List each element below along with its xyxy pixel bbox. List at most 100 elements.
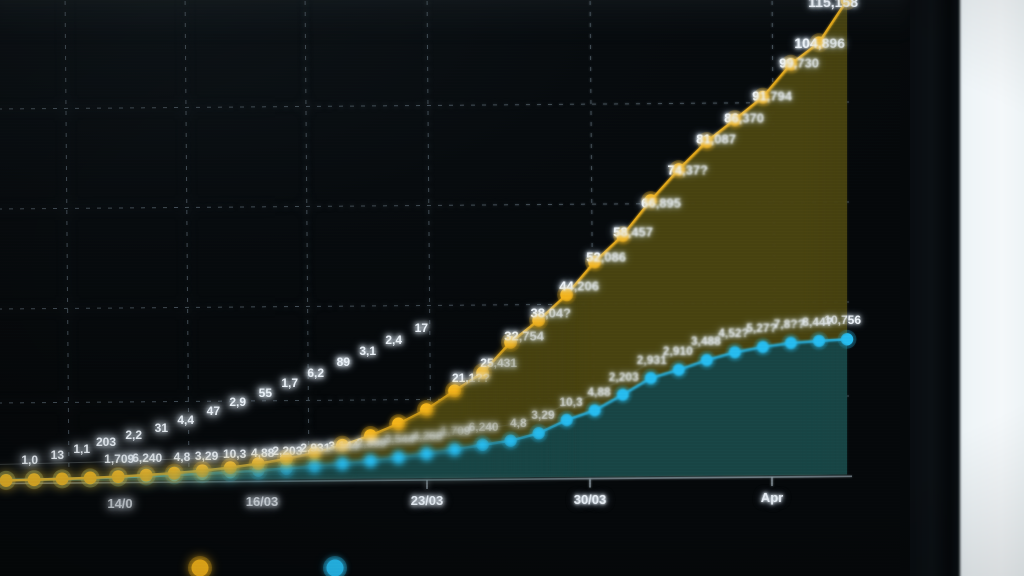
secondary-data-label: 2,203	[272, 443, 303, 458]
x-axis-tick-label: 23/03	[410, 492, 444, 508]
secondary-data-label: 55	[258, 385, 272, 400]
secondary-data-label: 3,488	[690, 334, 721, 349]
secondary-data-label: 47	[206, 404, 220, 419]
x-axis-tick-label: 30/03	[573, 491, 607, 507]
data-label: 115,158	[808, 0, 858, 10]
secondary-data-label: 203	[95, 435, 116, 450]
x-axis-tick-label: 16/03	[245, 494, 279, 510]
secondary-data-label: 10,756	[824, 313, 861, 328]
data-label: 21,1??	[451, 371, 490, 385]
secondary-data-label: 4,4	[177, 412, 194, 427]
secondary-data-label: 2,9	[229, 395, 246, 410]
secondary-data-label: 6,240	[132, 451, 163, 466]
secondary-data-label: 2,931	[300, 441, 331, 456]
data-label: 32,754	[504, 328, 544, 344]
secondary-data-label: 13	[50, 447, 64, 462]
secondary-data-label: 17	[414, 321, 428, 336]
x-axis-tick-label: 30/03	[573, 491, 607, 507]
secondary-data-label: 6,240	[132, 451, 163, 466]
background-wall	[948, 0, 1024, 576]
x-axis-tick-label: 30/03	[573, 491, 607, 507]
secondary-data-label: 8,44?	[802, 314, 833, 329]
x-axis-tick-label: 16/03	[245, 494, 279, 510]
secondary-data-label: 3,1	[359, 344, 376, 359]
secondary-data-label: 4,88	[250, 445, 275, 460]
secondary-data-label: 89	[336, 355, 350, 370]
secondary-data-label: 31	[154, 420, 168, 435]
data-label: 115,158	[808, 0, 858, 10]
secondary-data-label: 89	[336, 355, 350, 370]
secondary-data-label: 10,3	[222, 447, 247, 462]
secondary-data-label: 6,240	[468, 419, 499, 434]
secondary-data-label: 6,2	[307, 365, 324, 380]
secondary-data-label: 2,203	[272, 443, 303, 458]
secondary-data-label: 10,3	[222, 447, 247, 462]
secondary-data-label: 203	[95, 435, 116, 450]
secondary-data-label: 2,4	[385, 332, 402, 347]
secondary-data-label: 1,709	[440, 424, 471, 439]
secondary-data-label: 3,29	[194, 448, 219, 463]
data-label: 99,730	[779, 55, 819, 71]
secondary-data-label: 3,544	[384, 432, 415, 447]
secondary-data-label: 6,240	[132, 451, 163, 466]
secondary-data-label: 203	[95, 435, 116, 450]
data-label: 52,086	[586, 249, 626, 265]
secondary-data-label: 203	[95, 435, 116, 450]
data-label: 104,896	[794, 35, 845, 51]
secondary-data-label: 6,2	[307, 365, 324, 380]
secondary-data-label: 4,8	[173, 450, 191, 465]
data-label: 44,206	[559, 278, 599, 294]
secondary-data-label: 89	[336, 355, 350, 370]
secondary-data-label: 4,8	[509, 415, 527, 430]
secondary-data-label: 4,88	[250, 445, 275, 460]
secondary-data-label: 4,8	[173, 450, 191, 465]
secondary-data-label: 1,1	[73, 441, 90, 456]
secondary-data-label: 1,0	[21, 453, 38, 467]
x-axis-tick-label: 16/03	[245, 494, 279, 510]
secondary-data-label: 17	[414, 321, 428, 336]
secondary-data-label: 10,3	[222, 447, 247, 462]
secondary-data-label: 6,2	[307, 365, 324, 380]
secondary-data-label: 2,931	[636, 353, 667, 368]
secondary-data-label: 31	[154, 420, 168, 435]
secondary-data-label: 3,1	[359, 344, 376, 359]
secondary-data-label: 13	[50, 447, 64, 462]
x-axis-tick-label: 14/0	[107, 495, 133, 511]
secondary-data-label: 31	[154, 420, 168, 435]
x-axis-tick-label: 23/03	[410, 492, 444, 508]
secondary-data-label: 1,7	[281, 376, 298, 391]
secondary-data-label: 2,203	[608, 369, 639, 384]
secondary-data-label: 2,4	[385, 332, 402, 347]
secondary-data-label: 2,2	[125, 428, 142, 443]
secondary-data-label: 1,1	[73, 441, 90, 456]
x-axis-tick-label: 14/0	[107, 495, 133, 511]
secondary-data-label: 10,3	[222, 447, 247, 462]
secondary-data-label: 3,1	[359, 344, 376, 359]
secondary-data-label: 47	[206, 404, 220, 419]
secondary-data-label: 31	[154, 420, 168, 435]
secondary-data-label: 4,4	[177, 412, 194, 427]
x-axis-tick-label: 23/03	[410, 492, 444, 508]
secondary-data-label: 7,8??	[773, 317, 805, 332]
secondary-data-label: 89	[336, 355, 350, 370]
secondary-data-label: 4,4	[177, 412, 194, 427]
secondary-data-label: 2,4	[385, 332, 402, 347]
secondary-data-label: 4,88	[250, 445, 275, 460]
secondary-data-label: 5,27?	[746, 321, 777, 336]
screen-glare	[0, 0, 910, 40]
data-label: 115,158	[808, 0, 858, 10]
secondary-data-label: 4,8	[173, 450, 191, 465]
secondary-data-label: 2,9	[229, 395, 246, 410]
secondary-data-label: 2,899	[356, 435, 387, 450]
data-label: 86,370	[724, 110, 764, 126]
secondary-data-label: 1,0	[21, 453, 38, 467]
secondary-data-label: 6,240	[132, 451, 163, 466]
secondary-data-label: 3,29	[531, 408, 555, 423]
secondary-data-label: 2,2	[125, 428, 142, 443]
secondary-data-label: 1,709	[104, 452, 135, 467]
secondary-data-label: 1,7	[281, 376, 298, 391]
data-label: 81,087	[696, 131, 736, 147]
x-axis-tick-label: Apr	[760, 490, 784, 505]
data-label: 74,37?	[667, 162, 708, 178]
